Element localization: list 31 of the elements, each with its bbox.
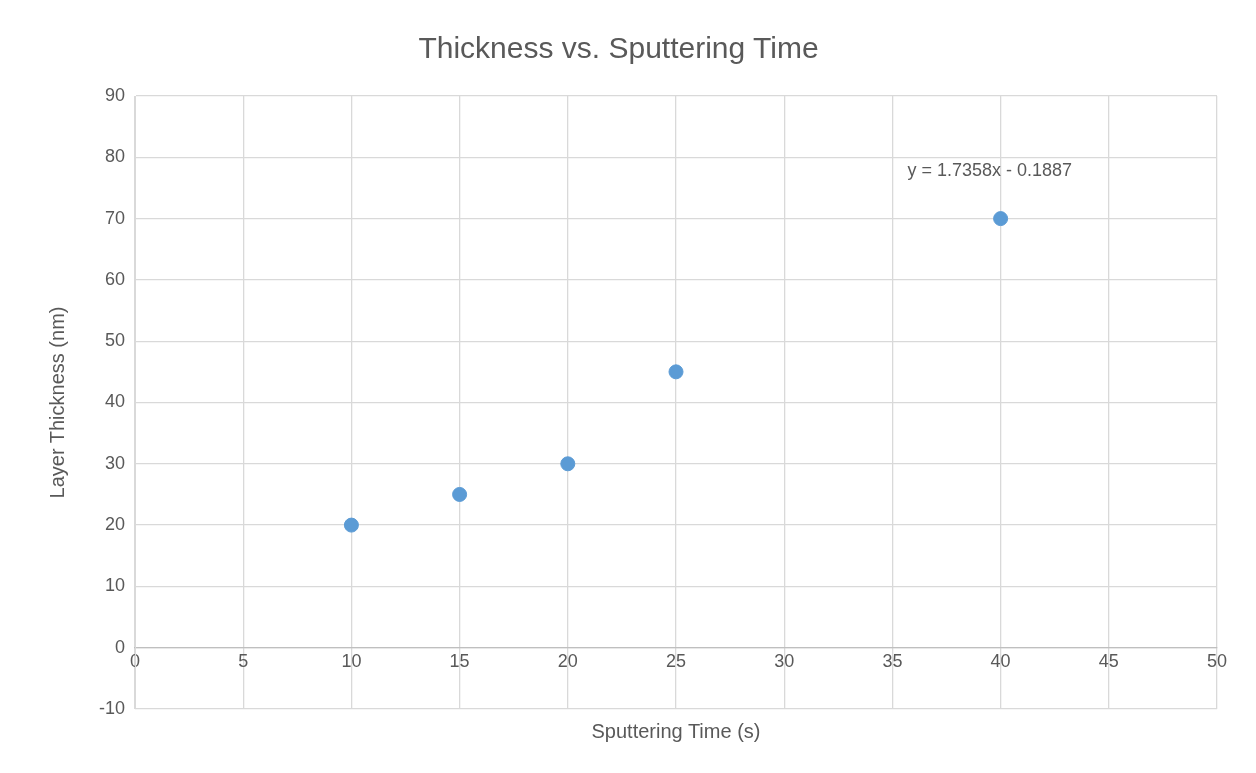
point [993,211,1009,227]
y-tick-label: -10 [98,697,125,718]
x-tick-label: 35 [882,651,903,672]
x-tick-label: 10 [341,651,362,672]
chart-title: Thickness vs. Sputtering Time [418,31,819,65]
x-tick-label: 45 [1098,651,1119,672]
point [560,456,576,472]
y-tick-label: 0 [114,636,125,657]
point [343,517,359,533]
y-tick-label: 10 [104,575,125,596]
y-tick-label: 50 [104,330,125,351]
x-tick-label: 20 [557,651,578,672]
x-tick-label: 40 [990,651,1011,672]
point [668,364,684,380]
x-tick-label: 25 [665,651,687,672]
x-tick-label: 5 [238,651,249,672]
y-tick-label: 40 [104,391,125,412]
point [452,486,468,502]
y-tick-label: 20 [104,514,125,535]
y-tick-label: 60 [104,268,125,289]
x-tick-label: 15 [449,651,470,672]
y-tick-label: 80 [104,146,125,167]
x-axis-title: Sputtering Time (s) [591,719,761,742]
x-tick-label: 0 [129,651,141,672]
y-tick-label: 30 [104,452,125,473]
x-tick-label: 30 [774,651,795,672]
x-tick-label: 50 [1206,651,1228,672]
annotation: y = 1.7358x - 0.1887 [907,159,1073,180]
y-tick-label: 70 [104,207,125,228]
y-tick-label: 90 [104,84,125,105]
y-axis-title: Layer Thickness (nm) [45,306,68,499]
